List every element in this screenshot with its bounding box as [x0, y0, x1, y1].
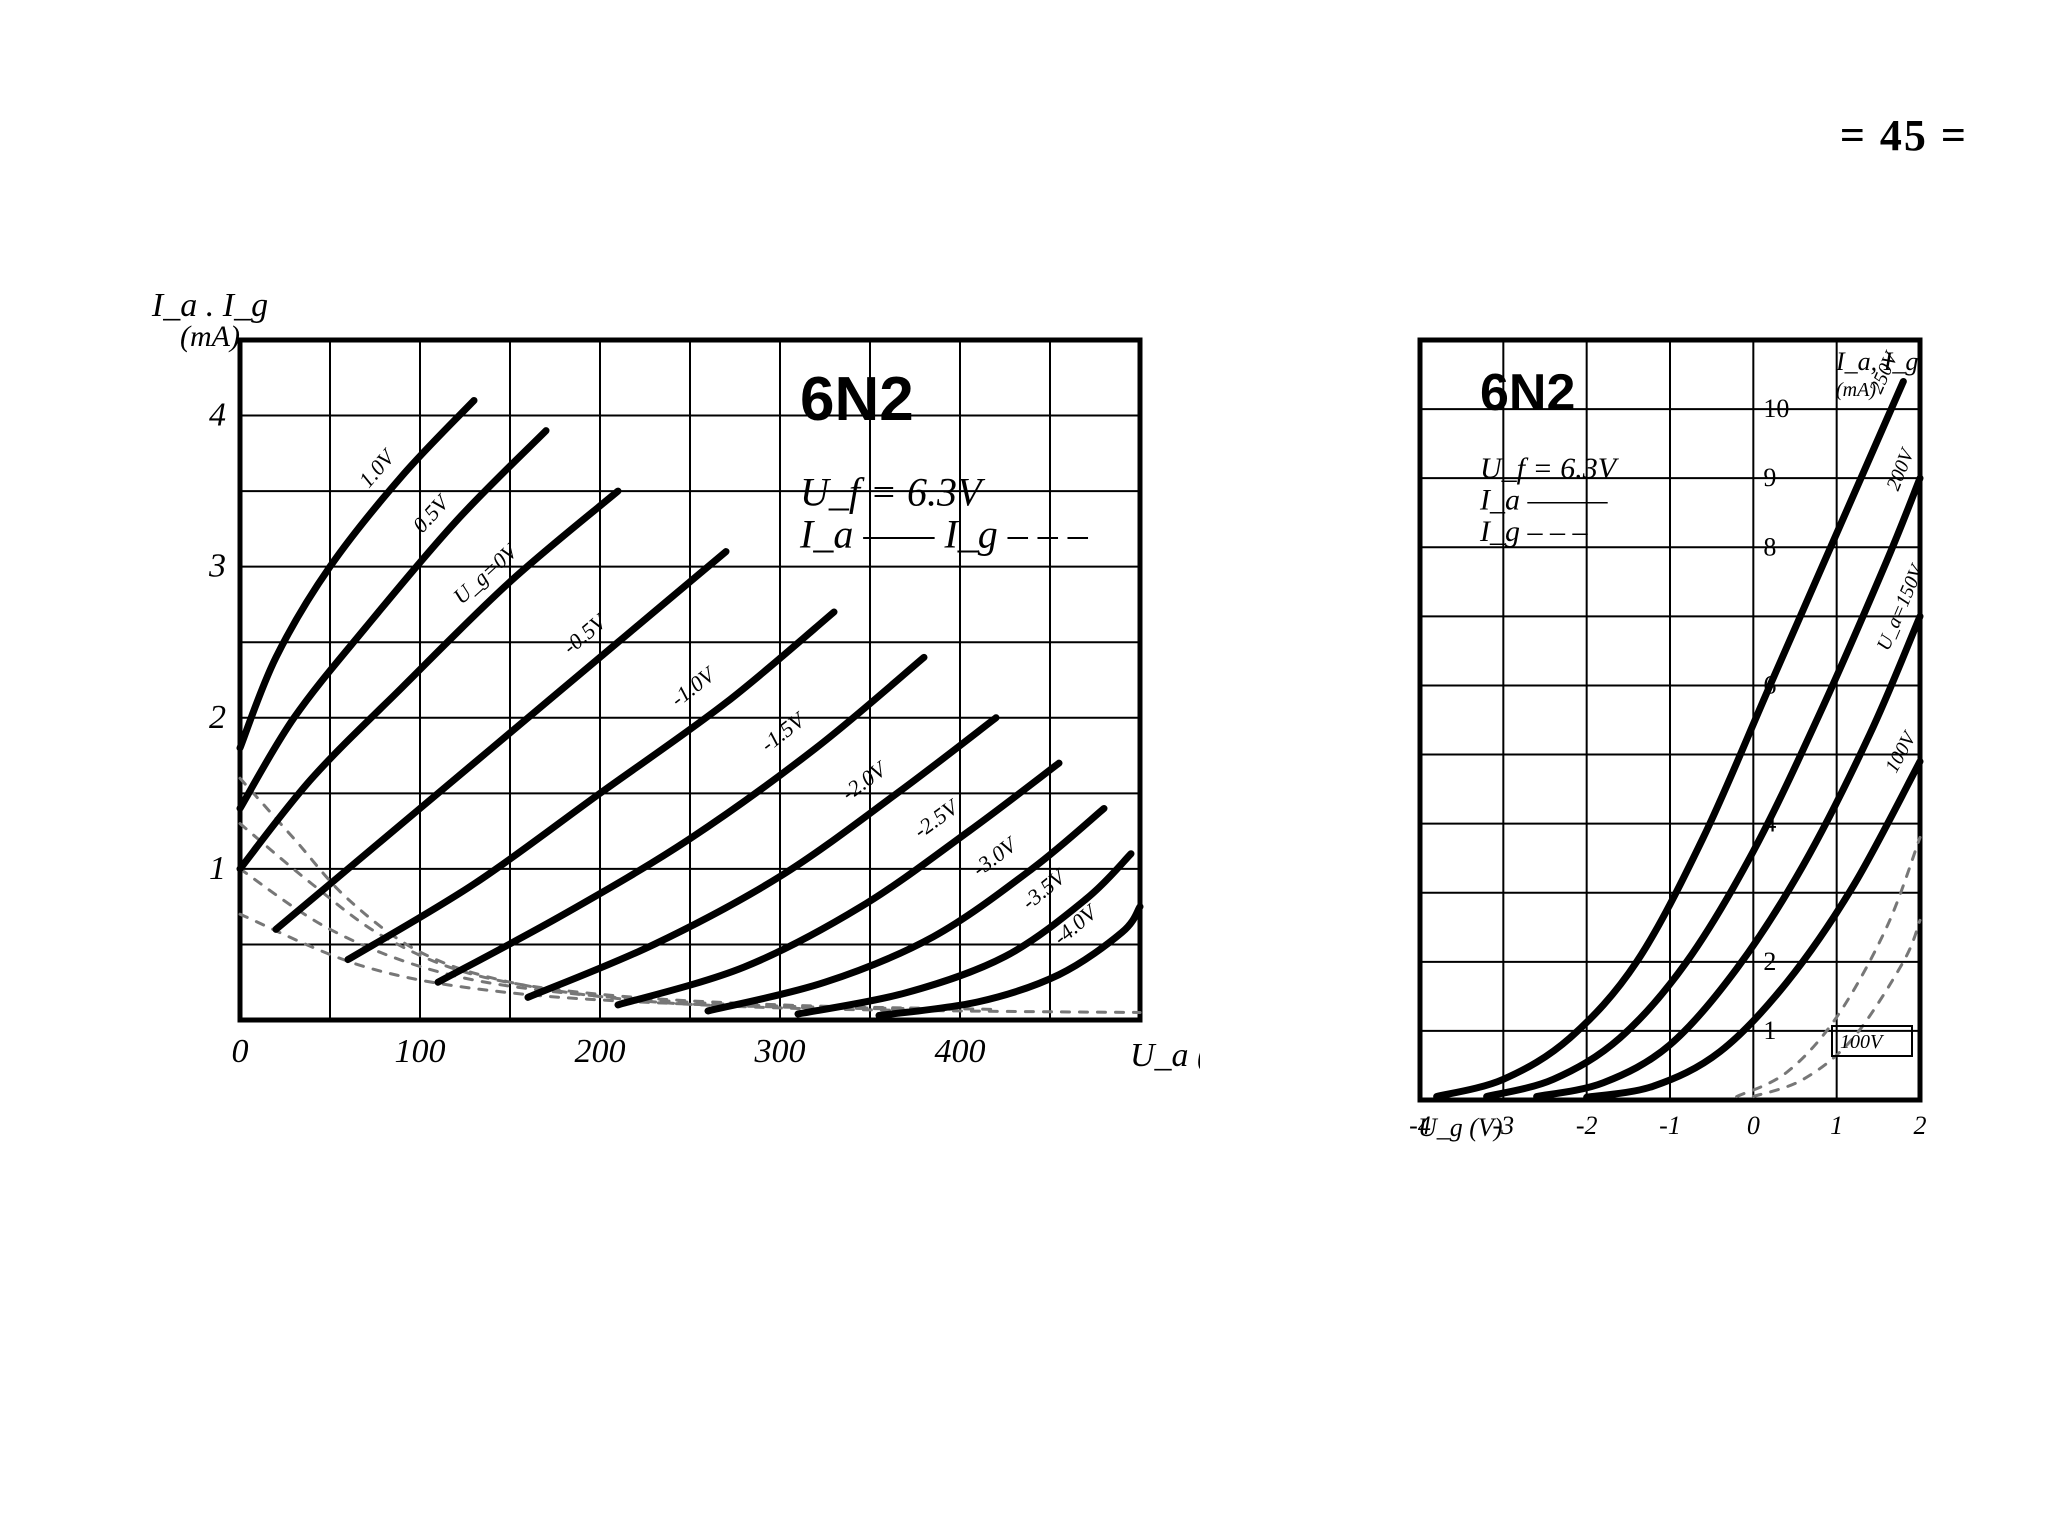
svg-text:0: 0 — [1747, 1111, 1760, 1140]
svg-text:6N2: 6N2 — [1480, 364, 1575, 422]
svg-text:-3.0V: -3.0V — [967, 831, 1023, 882]
svg-text:100V: 100V — [1840, 1031, 1885, 1053]
svg-text:I_a —— I_g – – –: I_a —— I_g – – – — [799, 511, 1089, 556]
svg-text:U_g (V): U_g (V) — [1418, 1113, 1502, 1142]
svg-text:I_a . I_g: I_a . I_g — [151, 287, 268, 324]
svg-text:-2: -2 — [1576, 1111, 1598, 1140]
svg-text:I_a ———: I_a ——— — [1479, 483, 1608, 516]
svg-text:-2.5V: -2.5V — [909, 793, 965, 843]
svg-text:4: 4 — [209, 397, 226, 434]
svg-text:2: 2 — [209, 699, 226, 736]
svg-text:I_g – – –: I_g – – – — [1479, 515, 1588, 548]
svg-text:1: 1 — [1830, 1111, 1843, 1140]
svg-text:U_f = 6.3V: U_f = 6.3V — [800, 469, 986, 514]
svg-text:U_g=0V: U_g=0V — [448, 537, 524, 609]
svg-text:10: 10 — [1763, 394, 1789, 423]
svg-text:0: 0 — [232, 1033, 249, 1070]
svg-text:(mA): (mA) — [180, 320, 240, 353]
svg-text:8: 8 — [1763, 532, 1776, 561]
svg-text:9: 9 — [1763, 463, 1776, 492]
svg-text:300: 300 — [754, 1033, 806, 1070]
svg-text:6N2: 6N2 — [800, 365, 914, 434]
left-chart: 0 100 200 300 400 1 2 3 4 I_a . I_g(mA) U_a (V) 6N2… — [120, 280, 1200, 1100]
svg-text:2: 2 — [1763, 947, 1776, 976]
svg-text:400: 400 — [935, 1033, 986, 1070]
svg-text:U_a (V): U_a (V) — [1130, 1037, 1200, 1074]
svg-text:200: 200 — [575, 1033, 626, 1070]
svg-text:1: 1 — [209, 850, 226, 887]
svg-text:2: 2 — [1914, 1111, 1927, 1140]
svg-text:100: 100 — [395, 1033, 446, 1070]
svg-text:U_f = 6.3V: U_f = 6.3V — [1480, 452, 1620, 485]
page-number: = 45 = — [1840, 110, 1968, 161]
svg-text:1: 1 — [1763, 1016, 1776, 1045]
svg-text:-1.0V: -1.0V — [666, 661, 721, 712]
svg-text:-1.5V: -1.5V — [756, 706, 811, 757]
svg-text:-2.0V: -2.0V — [837, 755, 893, 805]
svg-text:3: 3 — [208, 548, 226, 585]
right-chart: -4-3-2-101212468910I_a, I_g(mA)U_g (V)6N… — [1380, 300, 1940, 1160]
svg-text:-1: -1 — [1659, 1111, 1681, 1140]
